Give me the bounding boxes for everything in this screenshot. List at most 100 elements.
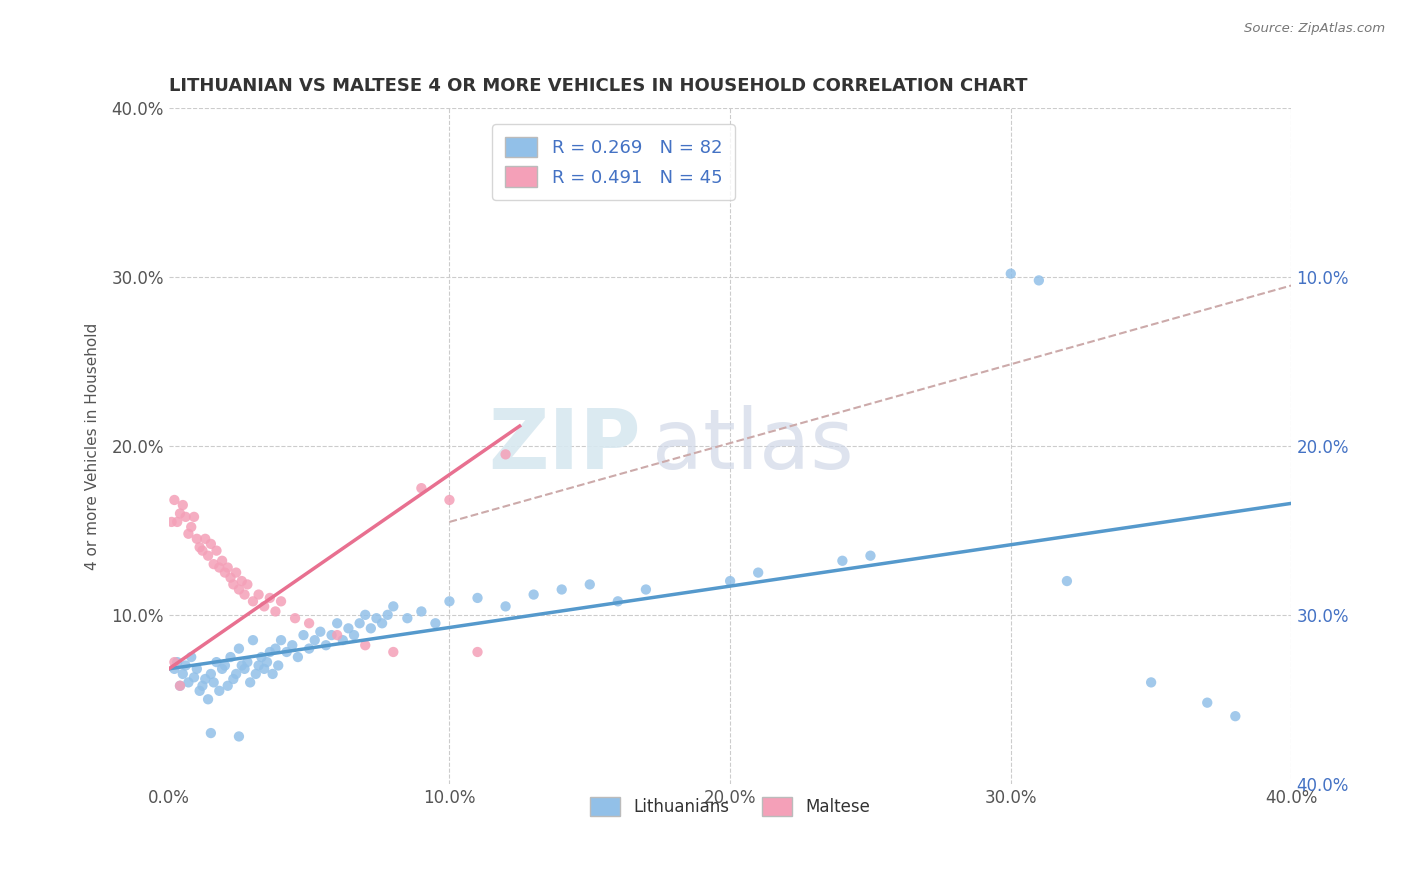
- Point: [166, 515, 188, 529]
- Point: [169, 679, 191, 693]
- Point: [411, 604, 433, 618]
- Point: [163, 662, 186, 676]
- Point: [267, 658, 290, 673]
- Point: [186, 662, 208, 676]
- Point: [242, 594, 264, 608]
- Point: [188, 683, 211, 698]
- Point: [200, 537, 222, 551]
- Point: [349, 616, 371, 631]
- Point: [718, 574, 741, 588]
- Point: [188, 541, 211, 555]
- Point: [859, 549, 882, 563]
- Point: [191, 679, 214, 693]
- Point: [191, 543, 214, 558]
- Point: [211, 662, 233, 676]
- Point: [160, 515, 183, 529]
- Point: [1000, 267, 1022, 281]
- Point: [411, 481, 433, 495]
- Point: [1028, 273, 1050, 287]
- Point: [439, 493, 461, 508]
- Point: [194, 672, 217, 686]
- Point: [578, 577, 600, 591]
- Point: [343, 628, 366, 642]
- Point: [211, 554, 233, 568]
- Point: [253, 662, 276, 676]
- Point: [831, 554, 853, 568]
- Point: [292, 628, 315, 642]
- Point: [202, 675, 225, 690]
- Point: [326, 628, 349, 642]
- Point: [354, 607, 377, 622]
- Point: [200, 667, 222, 681]
- Point: [270, 633, 292, 648]
- Point: [256, 655, 278, 669]
- Point: [202, 557, 225, 571]
- Point: [205, 543, 228, 558]
- Point: [309, 624, 332, 639]
- Text: Source: ZipAtlas.com: Source: ZipAtlas.com: [1244, 22, 1385, 36]
- Point: [259, 591, 281, 605]
- Point: [200, 726, 222, 740]
- Point: [264, 604, 287, 618]
- Point: [467, 645, 489, 659]
- Point: [245, 667, 267, 681]
- Point: [247, 658, 270, 673]
- Point: [396, 611, 419, 625]
- Point: [1225, 709, 1247, 723]
- Point: [183, 509, 205, 524]
- Point: [551, 582, 574, 597]
- Point: [194, 532, 217, 546]
- Point: [382, 599, 405, 614]
- Point: [217, 560, 239, 574]
- Text: LITHUANIAN VS MALTESE 4 OR MORE VEHICLES IN HOUSEHOLD CORRELATION CHART: LITHUANIAN VS MALTESE 4 OR MORE VEHICLES…: [169, 78, 1028, 95]
- Point: [197, 549, 219, 563]
- Point: [169, 679, 191, 693]
- Text: ZIP: ZIP: [488, 406, 640, 486]
- Point: [242, 633, 264, 648]
- Point: [495, 599, 517, 614]
- Point: [284, 611, 307, 625]
- Point: [228, 730, 250, 744]
- Point: [371, 616, 394, 631]
- Point: [354, 638, 377, 652]
- Point: [222, 577, 245, 591]
- Point: [321, 628, 343, 642]
- Point: [1197, 696, 1219, 710]
- Point: [166, 655, 188, 669]
- Point: [197, 692, 219, 706]
- Point: [425, 616, 447, 631]
- Point: [467, 591, 489, 605]
- Point: [217, 679, 239, 693]
- Point: [231, 574, 253, 588]
- Point: [315, 638, 337, 652]
- Point: [377, 607, 399, 622]
- Point: [253, 599, 276, 614]
- Point: [634, 582, 657, 597]
- Point: [222, 672, 245, 686]
- Point: [298, 641, 321, 656]
- Legend: Lithuanians, Maltese: Lithuanians, Maltese: [583, 790, 877, 822]
- Point: [228, 641, 250, 656]
- Point: [169, 507, 191, 521]
- Y-axis label: 4 or more Vehicles in Household: 4 or more Vehicles in Household: [86, 322, 100, 570]
- Point: [236, 655, 259, 669]
- Point: [523, 588, 546, 602]
- Point: [214, 566, 236, 580]
- Point: [259, 645, 281, 659]
- Point: [174, 509, 197, 524]
- Point: [225, 566, 247, 580]
- Point: [177, 675, 200, 690]
- Point: [281, 638, 304, 652]
- Point: [219, 571, 242, 585]
- Point: [262, 667, 284, 681]
- Point: [264, 641, 287, 656]
- Point: [219, 650, 242, 665]
- Point: [183, 670, 205, 684]
- Point: [163, 655, 186, 669]
- Point: [247, 588, 270, 602]
- Point: [174, 658, 197, 673]
- Point: [233, 662, 256, 676]
- Point: [208, 683, 231, 698]
- Text: atlas: atlas: [651, 406, 853, 486]
- Point: [606, 594, 628, 608]
